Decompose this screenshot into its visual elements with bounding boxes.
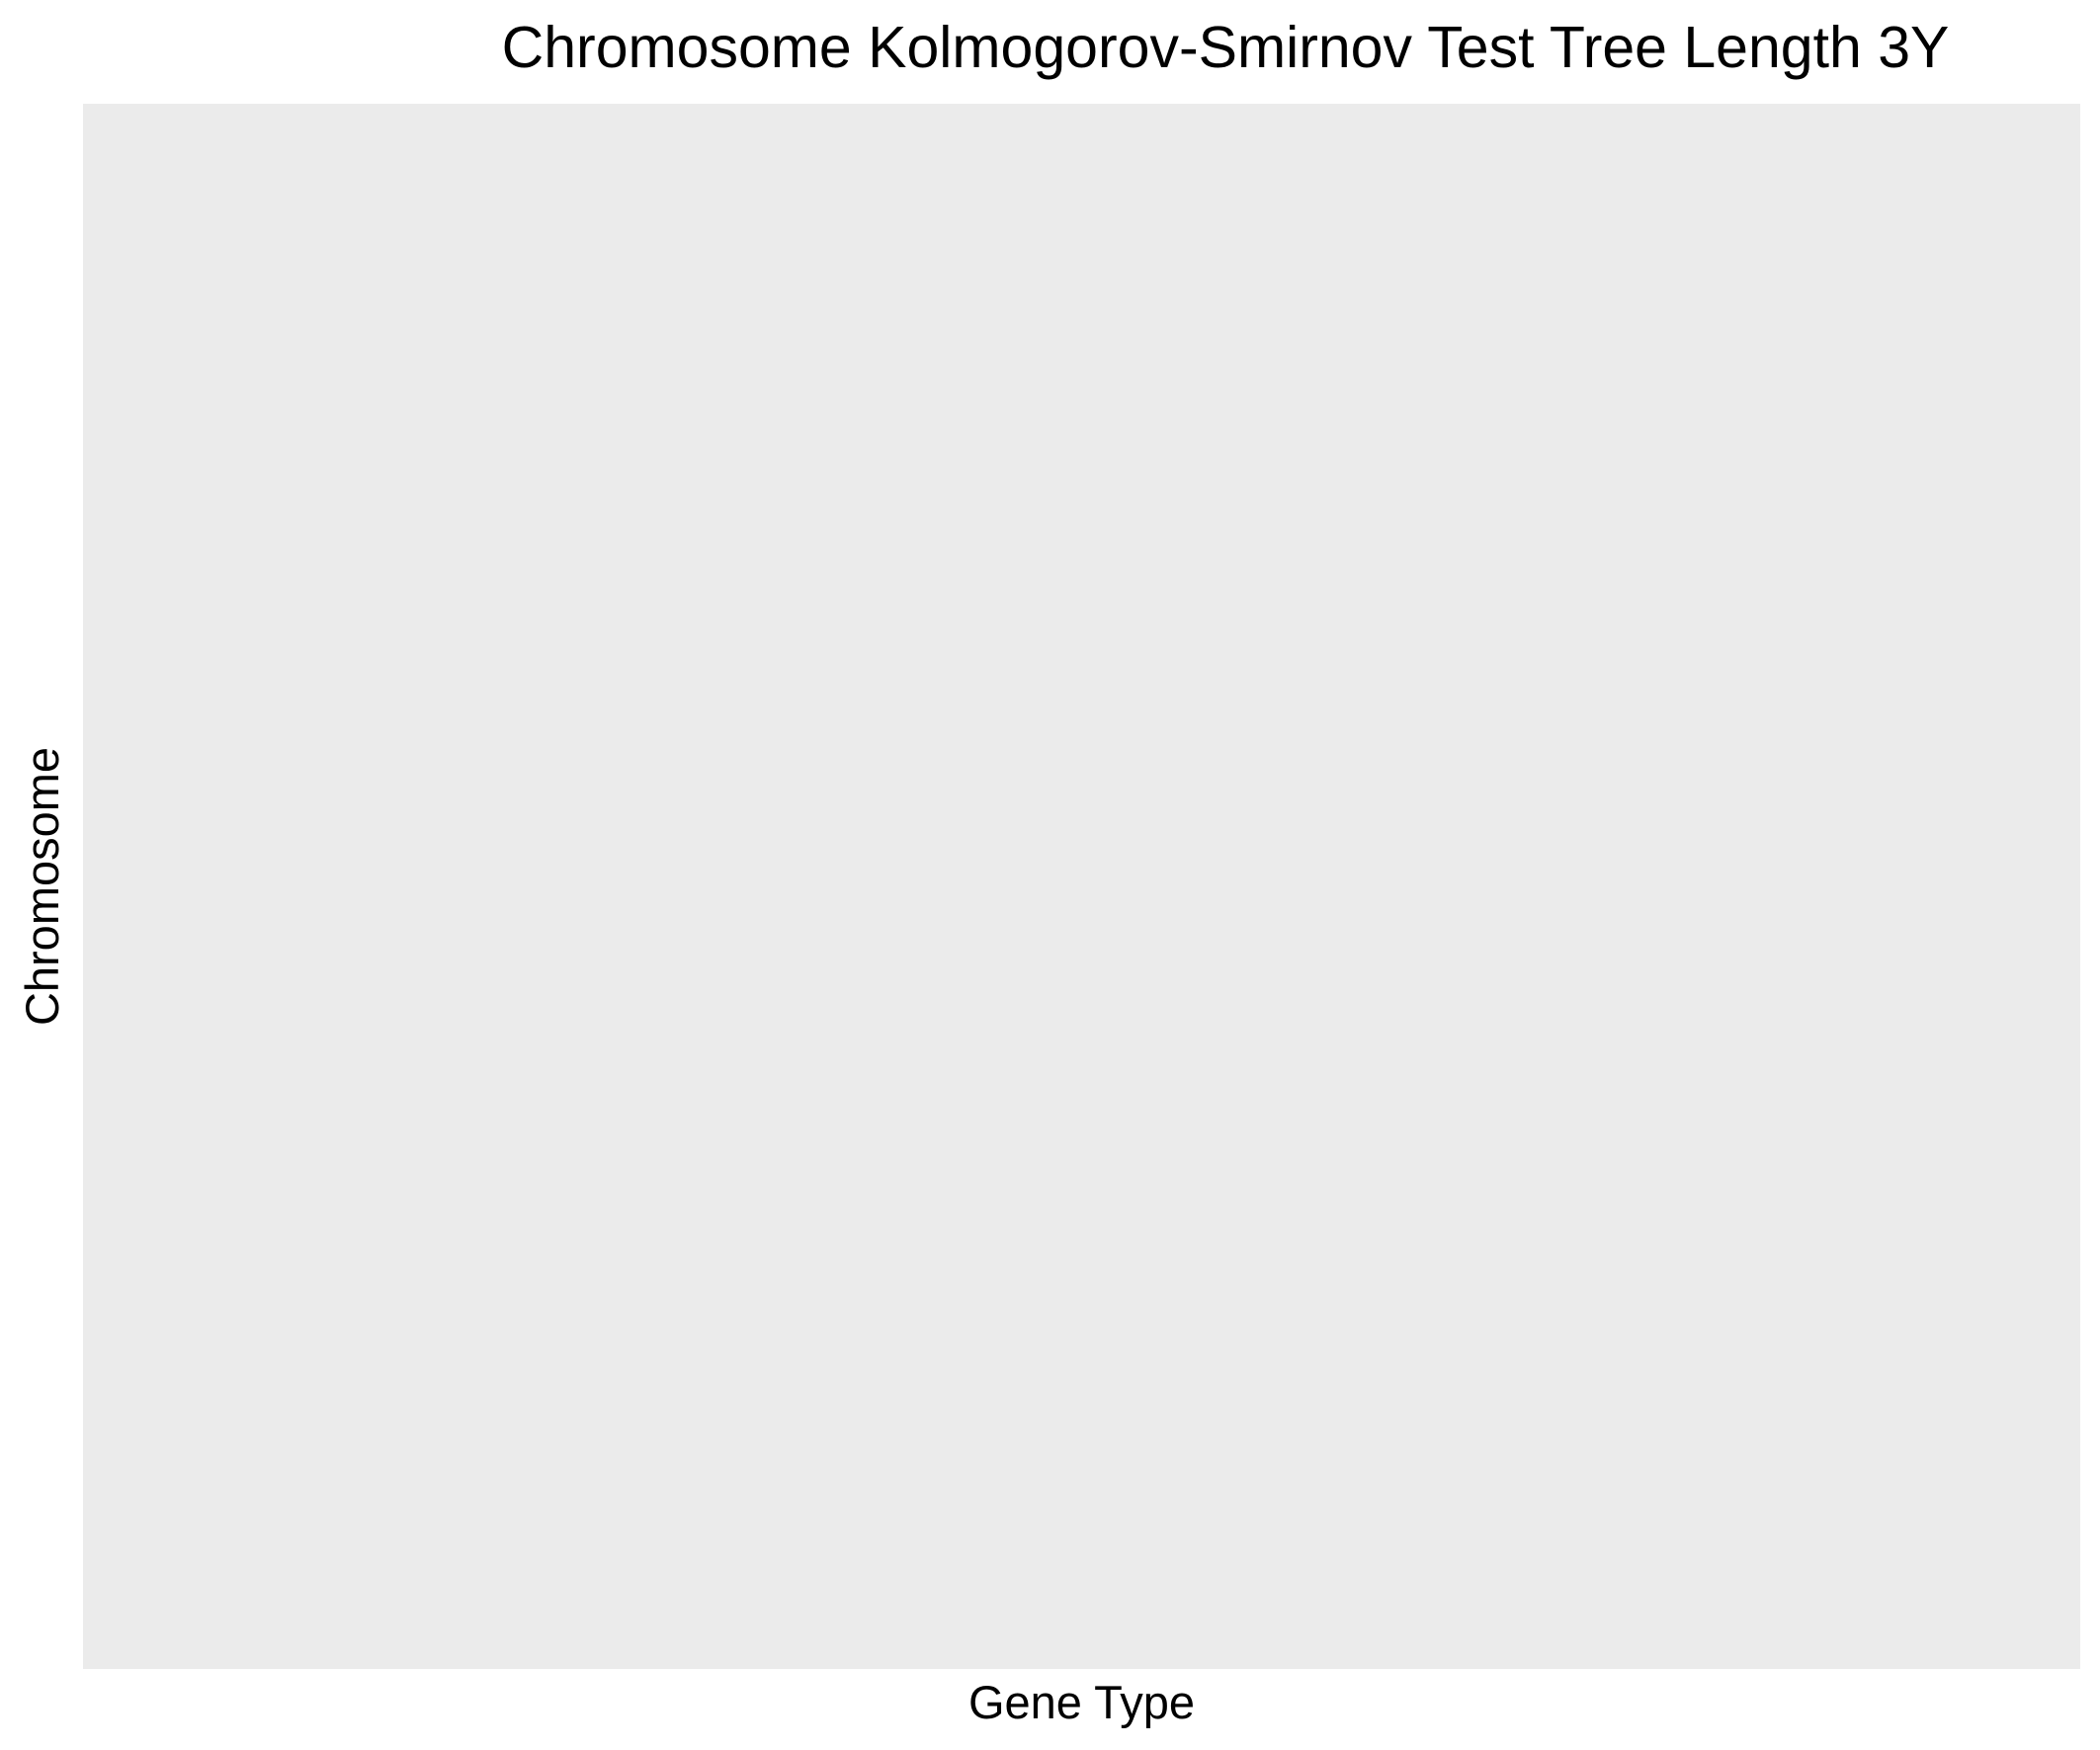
plot-panel (83, 104, 2080, 1669)
x-axis-title: Gene Type (967, 1676, 1196, 1728)
chart-title: Chromosome Kolmogorov-Smirnov Test Tree … (501, 15, 1950, 80)
heatmap-plot-area (83, 104, 2080, 1669)
y-axis-title: Chromosome (16, 746, 68, 1027)
